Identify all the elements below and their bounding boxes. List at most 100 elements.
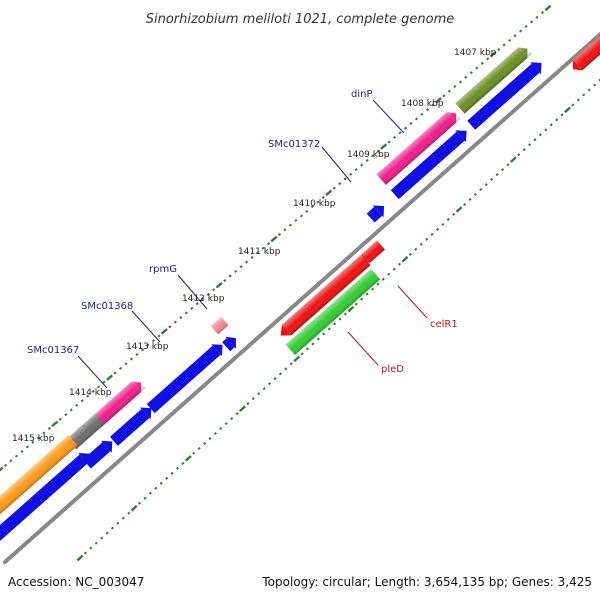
scale-tick: [403, 126, 408, 130]
gene-label-rpmG[interactable]: rpmG: [149, 264, 177, 275]
scale-tick: [170, 471, 174, 475]
scale-tick: [349, 172, 353, 176]
gene-label-dinP[interactable]: dinP: [351, 89, 373, 100]
scale-tick: [500, 168, 505, 172]
scale-tick: [159, 481, 163, 485]
gene-label-SMc01372[interactable]: SMc01372: [268, 139, 320, 150]
gene-label-pleD[interactable]: pleD: [381, 364, 404, 375]
gene-feature-orange[interactable]: [0, 435, 78, 528]
scale-tick: [208, 436, 212, 441]
scale-label-1415: 1415 kbp: [12, 434, 55, 444]
gene-feature-gray[interactable]: [66, 413, 105, 450]
cds-blue-6[interactable]: [109, 402, 157, 447]
scale-tick: [387, 272, 391, 276]
scale-tick: [9, 459, 13, 463]
scale-tick: [479, 187, 483, 192]
scale-tick: [486, 57, 490, 61]
scale-tick: [245, 260, 249, 264]
scale-tick: [173, 320, 177, 324]
gene-feature-celR1[interactable]: [276, 254, 371, 341]
scale-tick: [371, 154, 375, 158]
scale-tick: [398, 131, 402, 135]
cds-blue-1[interactable]: [466, 57, 547, 131]
cds-blue-2[interactable]: [389, 125, 471, 201]
gene-features: [0, 33, 600, 550]
scale-tick: [270, 235, 278, 243]
scale-tick: [51, 420, 59, 428]
gene-feature-pleD[interactable]: [285, 268, 381, 356]
gene-label-SMc01367[interactable]: SMc01367: [27, 345, 79, 356]
scale-tick: [560, 113, 564, 117]
scale-tick: [555, 118, 559, 122]
scale-tick: [154, 486, 158, 490]
scale-tick: [224, 422, 228, 426]
scale-tick: [234, 269, 238, 273]
scale-tick: [127, 511, 131, 515]
scale-tick: [80, 399, 84, 403]
scale-tick: [75, 403, 79, 407]
cds-blue-7[interactable]: [82, 435, 118, 470]
scale-tick: [441, 222, 445, 226]
cds-blue-3[interactable]: [365, 200, 389, 224]
scale-tick: [83, 551, 87, 555]
scale-tick: [201, 297, 205, 301]
gene-feature-pink[interactable]: [210, 316, 229, 335]
scale-tick: [544, 4, 552, 12]
scale-tick: [278, 372, 282, 376]
scale-tick: [124, 362, 128, 366]
scale-tick: [533, 138, 537, 142]
scale-tick: [266, 242, 271, 246]
accession-text: Accession: NC_003047: [8, 575, 144, 589]
scale-tick: [420, 112, 424, 116]
scale-tick: [184, 455, 192, 462]
scale-tick: [316, 337, 320, 341]
scale-tick: [105, 531, 109, 535]
scale-tick: [284, 367, 288, 371]
scale-tick: [268, 382, 272, 386]
scale-tick: [380, 143, 388, 150]
cds-blue-8[interactable]: [0, 448, 95, 550]
scale-tick: [288, 223, 293, 227]
scale-tick: [430, 232, 434, 236]
scale-tick: [283, 228, 287, 232]
scale-tick: [576, 98, 580, 102]
scale-tick: [508, 38, 512, 42]
scale-tick: [447, 89, 451, 93]
scale-tick: [262, 387, 266, 391]
outer-tick-ring: [0, 4, 552, 472]
scale-tick: [130, 504, 138, 512]
scale-tick: [376, 149, 380, 153]
cds-blue-4[interactable]: [221, 332, 241, 353]
cds-blue-5[interactable]: [145, 339, 227, 415]
scale-tick: [89, 546, 93, 550]
scale-tick: [300, 352, 304, 356]
scale-tick: [398, 262, 402, 266]
scale-tick: [230, 417, 234, 421]
scale-tick: [513, 34, 517, 38]
scale-tick: [468, 197, 472, 202]
scale-tick: [365, 292, 369, 296]
scale-tick: [239, 265, 243, 269]
scale-tick: [408, 252, 412, 256]
scale-tick: [370, 287, 375, 291]
gene-label-SMc01368[interactable]: SMc01368: [81, 301, 133, 312]
gene-feature-magenta-small[interactable]: [91, 377, 146, 428]
scale-tick: [540, 11, 545, 15]
scale-tick: [151, 339, 156, 343]
gene-label-celR1[interactable]: celR1: [430, 319, 458, 330]
scale-tick: [165, 476, 169, 480]
scale-tick: [106, 374, 114, 381]
gene-feature-olive[interactable]: [455, 43, 532, 114]
scale-tick: [47, 426, 51, 430]
gene-feature-dinP[interactable]: [376, 108, 461, 185]
scale-tick: [409, 121, 413, 126]
scale-tick: [365, 158, 369, 162]
scale-tick: [419, 242, 423, 246]
scale-tick: [446, 217, 450, 221]
gene-feature-red-edge[interactable]: [568, 33, 600, 75]
scale-label-1412: 1412 kbp: [182, 294, 225, 304]
scale-tick: [473, 192, 477, 197]
scale-tick: [235, 412, 239, 416]
scale-tick: [148, 491, 152, 495]
scale-tick: [293, 355, 301, 363]
